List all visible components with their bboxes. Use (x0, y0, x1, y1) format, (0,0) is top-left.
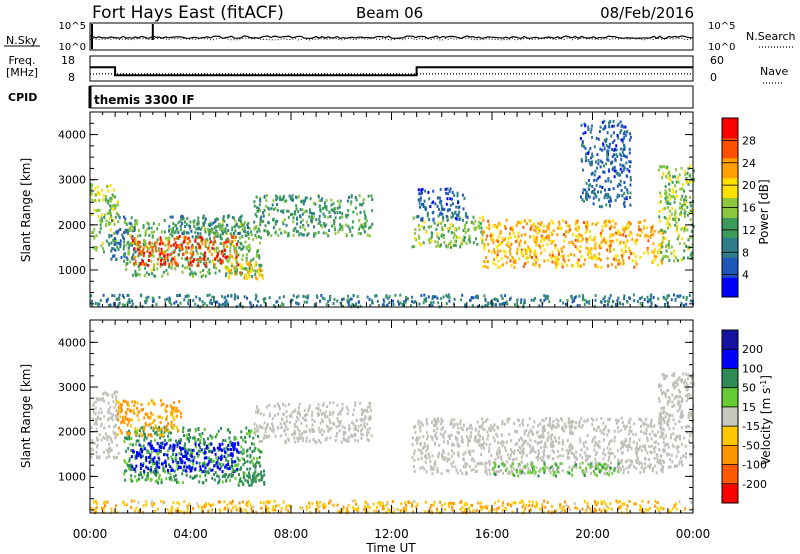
colorbar-tick-label: 100 (742, 362, 763, 375)
y-tick-label: 4000 (58, 336, 86, 349)
freq-label: Freq. (8, 54, 35, 67)
power-panel: 4000 3000 2000 1000 Slant Range [km] (19, 111, 695, 309)
time-axis-label: Time UT (365, 541, 416, 554)
nsearch-line (89, 37, 694, 41)
freq-panel: Freq. [MHz] 18 8 60 0 Nave (6, 54, 789, 84)
scatter-region (90, 293, 695, 309)
colorbar-tick-label: 200 (742, 343, 763, 356)
nave-tick-top: 60 (710, 54, 724, 67)
scatter-region (225, 260, 264, 281)
velocity-data (90, 372, 695, 515)
scatter-region (579, 119, 632, 209)
cpid-label: CPID (8, 91, 37, 104)
nsearch-tick-top: 10^5 (708, 21, 735, 32)
scatter-region (131, 234, 240, 267)
colorbar-tick-label: 24 (742, 157, 756, 170)
nsky-label: N.Sky (6, 34, 38, 47)
y-tick-label: 2000 (58, 219, 86, 232)
x-tick-label: 08:00 (274, 527, 309, 541)
y-tick-label: 4000 (58, 129, 86, 142)
scatter-region (228, 466, 266, 487)
colorbar-tick-label: -100 (742, 459, 767, 472)
colorbar-tick-label: 16 (742, 202, 756, 215)
colorbar-tick-label: -50 (742, 439, 760, 452)
x-tick-label: 20:00 (575, 527, 610, 541)
velocity-colorbar-label: Velocity [m s-1] (759, 375, 773, 465)
colorbar-tick-label: 20 (742, 179, 756, 192)
nave-tick-bottom: 0 (710, 71, 717, 84)
power-colorbar-label: Power [dB] (757, 179, 771, 244)
power-ylabel: Slant Range [km] (19, 158, 33, 262)
scatter-region (130, 441, 240, 474)
scatter-region (417, 187, 469, 222)
nave-label: Nave (760, 65, 788, 78)
nsearch-label: N.Search (746, 30, 796, 43)
date-label: 08/Feb/2016 (600, 4, 694, 22)
velocity-axes: 4000 3000 2000 1000 00:00 04:00 08:00 12:00 16:0… (58, 319, 711, 541)
power-axes: 4000 3000 2000 1000 (58, 111, 694, 307)
scatter-region (90, 499, 694, 515)
power-data (90, 119, 695, 309)
scatter-region (90, 183, 120, 254)
power-colorbar: 28 24 20 16 12 8 4 Power [dB] (721, 117, 771, 298)
cpid-panel: CPID themis 3300 IF (8, 85, 694, 109)
scatter-region (168, 214, 250, 236)
y-tick-label: 3000 (58, 381, 86, 394)
colorbar-tick-label: 12 (742, 224, 756, 237)
y-tick-label: 1000 (58, 470, 86, 483)
cpid-text: themis 3300 IF (94, 93, 195, 107)
freq-tick-top: 18 (61, 54, 75, 67)
y-tick-label: 3000 (58, 174, 86, 187)
scatter-region (90, 390, 120, 460)
scatter-region (253, 401, 373, 445)
scatter-region (411, 416, 670, 476)
freq-line (90, 66, 693, 77)
scatter-region (411, 214, 484, 249)
scatter-region (482, 218, 665, 269)
nsky-tick-top: 10^5 (59, 21, 86, 32)
colorbar-tick-label: 28 (742, 134, 756, 147)
x-tick-label: 04:00 (173, 527, 208, 541)
x-tick-label: 00:00 (676, 527, 711, 541)
x-tick-label: 16:00 (475, 527, 510, 541)
colorbar-tick-label: 8 (742, 246, 749, 259)
velocity-panel: 4000 3000 2000 1000 00:00 04:00 08:00 12:00 16:0… (19, 319, 711, 554)
freq-tick-bottom: 8 (68, 71, 75, 84)
scatter-region (116, 399, 182, 438)
nsky-trace (89, 24, 694, 49)
colorbar-tick-label: 50 (742, 382, 756, 395)
colorbar-tick-label: 4 (742, 269, 749, 282)
scatter-region (123, 425, 263, 485)
nsearch-tick-bottom: 10^0 (708, 42, 735, 53)
freq-unit: [MHz] (6, 66, 38, 79)
y-tick-label: 1000 (58, 264, 86, 277)
scatter-region (492, 461, 620, 478)
y-tick-label: 2000 (58, 426, 86, 439)
x-tick-label: 00:00 (73, 527, 108, 541)
colorbar-tick-label: -200 (742, 478, 767, 491)
station-title: Fort Hays East (fitACF) (92, 3, 284, 23)
beam-label: Beam 06 (356, 4, 423, 22)
colorbar-tick-label: -15 (742, 420, 760, 433)
scatter-region (253, 194, 374, 238)
nsky-line (89, 35, 693, 40)
nsky-tick-bottom: 10^0 (59, 42, 86, 53)
colorbar-tick-label: 15 (742, 401, 756, 414)
velocity-ylabel: Slant Range [km] (19, 364, 33, 468)
velocity-colorbar: 200 100 50 15 -15 -50 -100 -200 Velocity [m s-1… (721, 329, 773, 504)
scatter-region (657, 372, 695, 469)
x-tick-label: 12:00 (374, 527, 409, 541)
nsky-panel: N.Sky 10^5 10^0 10^5 10^0 N.Search (4, 21, 796, 53)
